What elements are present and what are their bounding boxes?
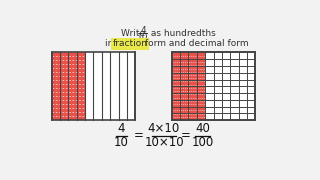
Text: form and decimal form: form and decimal form: [141, 39, 248, 48]
Bar: [52, 52, 135, 120]
Text: as hundredths: as hundredths: [148, 28, 216, 37]
Text: 4: 4: [118, 122, 125, 135]
Text: 10×10: 10×10: [144, 136, 184, 149]
Text: in: in: [105, 39, 116, 48]
Text: 10: 10: [137, 33, 149, 42]
Text: 40: 40: [195, 122, 210, 135]
Bar: [172, 52, 255, 120]
Text: =: =: [133, 129, 143, 142]
Text: =: =: [181, 129, 191, 142]
Text: fraction: fraction: [113, 39, 148, 48]
Bar: [52, 52, 135, 120]
Text: 10: 10: [114, 136, 129, 149]
Bar: [172, 52, 205, 120]
Bar: [52, 52, 85, 120]
Text: 4: 4: [140, 26, 146, 35]
Text: 100: 100: [192, 136, 214, 149]
Text: Write: Write: [121, 28, 148, 37]
Text: 4×10: 4×10: [148, 122, 180, 135]
Bar: [172, 52, 255, 120]
